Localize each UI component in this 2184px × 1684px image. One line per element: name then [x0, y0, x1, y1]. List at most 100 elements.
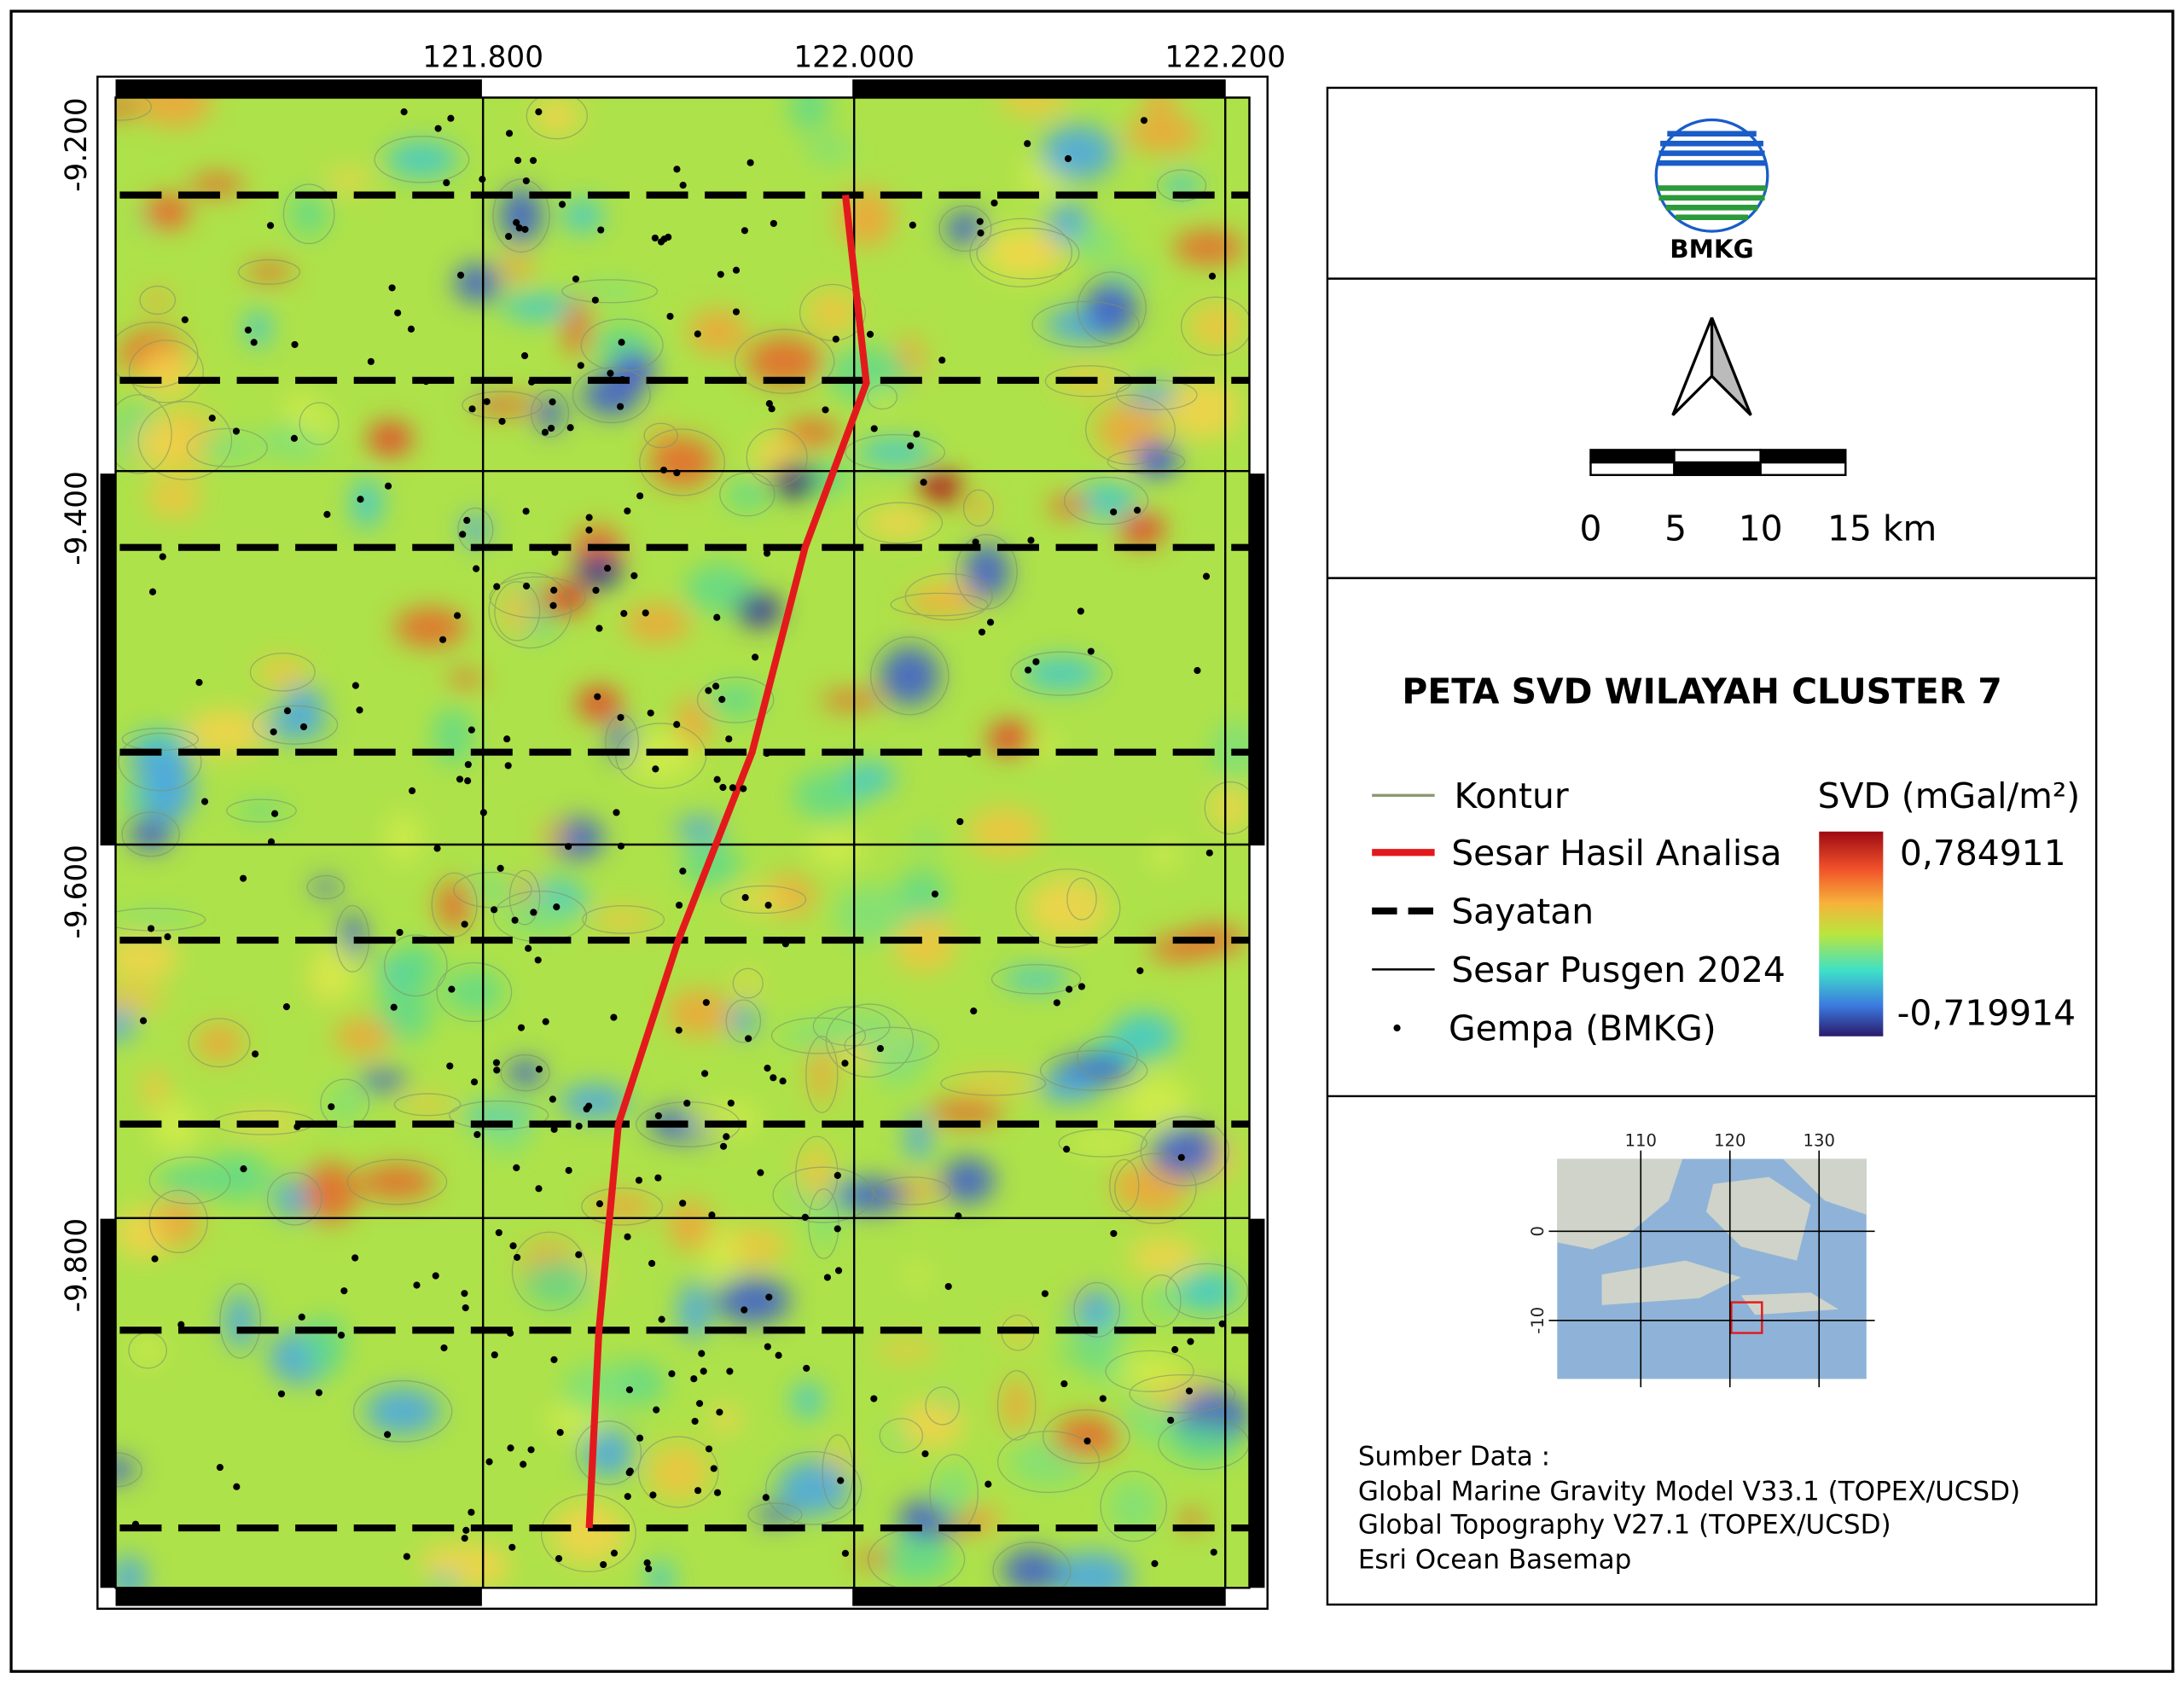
- earthquake: [985, 1480, 992, 1488]
- anomaly: [368, 421, 413, 456]
- earthquake: [513, 218, 520, 226]
- earthquake: [549, 601, 557, 609]
- earthquake: [710, 1465, 717, 1472]
- anomaly: [385, 142, 458, 177]
- contour: [352, 1379, 453, 1443]
- earthquake: [351, 1254, 359, 1262]
- earthquake: [1066, 985, 1073, 993]
- earthquake: [1110, 508, 1118, 516]
- earthquake: [479, 176, 486, 183]
- anomaly: [189, 173, 244, 196]
- earthquake: [690, 1375, 698, 1383]
- earthquake: [624, 1233, 631, 1240]
- anomaly: [1108, 1479, 1159, 1534]
- earthquake: [503, 735, 511, 743]
- contour: [488, 572, 572, 649]
- contour: [1039, 1049, 1148, 1091]
- contour: [962, 489, 995, 527]
- contour: [940, 1071, 1047, 1096]
- earthquake: [282, 1003, 290, 1011]
- earthquake: [597, 226, 605, 234]
- earthquake: [195, 678, 203, 687]
- anomaly: [245, 309, 271, 348]
- contour: [148, 1189, 208, 1253]
- earthquake: [666, 312, 674, 320]
- anomaly: [144, 762, 195, 822]
- earthquake: [741, 227, 749, 235]
- earthquake: [617, 842, 624, 850]
- contour: [526, 97, 588, 140]
- earthquake: [550, 1356, 558, 1363]
- contour: [969, 218, 1073, 287]
- anomaly: [392, 942, 440, 990]
- colorbar-max: 0,784911: [1900, 833, 2066, 874]
- earthquake: [702, 999, 710, 1007]
- anomaly: [1151, 1124, 1219, 1178]
- source-line: Global Topography V27.1 (TOPEX/UCSD): [1358, 1510, 1891, 1541]
- earthquake: [1187, 1338, 1194, 1345]
- earthquake: [1032, 658, 1040, 665]
- contour: [615, 723, 707, 789]
- earthquake: [764, 549, 771, 557]
- earthquake: [729, 784, 737, 792]
- earthquake: [565, 1166, 572, 1175]
- profiles: [119, 191, 1250, 1532]
- anomaly: [462, 876, 523, 904]
- anomaly: [576, 554, 622, 589]
- earthquake: [723, 1133, 730, 1141]
- earthquake: [534, 956, 542, 964]
- anomaly: [115, 936, 178, 981]
- earthquake: [617, 403, 624, 410]
- earthquake: [468, 726, 475, 734]
- contour: [772, 1166, 874, 1223]
- contour: [639, 428, 726, 496]
- anomaly: [1150, 842, 1180, 869]
- earthquake: [491, 1351, 498, 1359]
- earthquake: [617, 713, 624, 722]
- contour: [1073, 1281, 1121, 1338]
- contour: [580, 318, 664, 372]
- contour: [976, 227, 1080, 280]
- earthquake: [803, 1364, 810, 1372]
- earthquake: [566, 424, 574, 432]
- contour: [746, 427, 808, 487]
- earthquake: [270, 728, 277, 735]
- anomaly: [647, 1560, 675, 1588]
- earthquake: [1077, 983, 1086, 990]
- anomaly: [325, 170, 372, 190]
- contour: [1085, 394, 1176, 465]
- earthquake: [432, 1272, 439, 1280]
- anomaly: [999, 97, 1067, 116]
- earthquake: [504, 762, 512, 769]
- earthquake: [679, 868, 687, 875]
- earthquake: [522, 177, 530, 185]
- earthquake: [832, 335, 839, 343]
- earthquake: [528, 378, 536, 386]
- anomaly: [533, 98, 581, 134]
- earthquake: [876, 1044, 885, 1053]
- earthquake: [147, 925, 155, 932]
- anomaly: [224, 1292, 256, 1350]
- earthquake: [834, 1267, 843, 1275]
- earthquake: [277, 1390, 286, 1398]
- contour: [186, 427, 268, 467]
- scale-label: 5: [1664, 508, 1687, 549]
- earthquake: [517, 1024, 526, 1031]
- earthquake: [705, 687, 712, 694]
- earthquake: [208, 415, 216, 422]
- anomaly: [506, 1059, 544, 1087]
- earthquake: [403, 1553, 410, 1560]
- contour: [845, 433, 946, 471]
- earthquake: [290, 434, 298, 442]
- anomaly: [1053, 1415, 1120, 1458]
- earthquake: [1208, 272, 1217, 280]
- anomaly: [988, 234, 1067, 274]
- anomaly: [576, 686, 622, 721]
- anomaly: [676, 816, 723, 840]
- contour: [188, 1018, 251, 1068]
- earthquake: [701, 1070, 709, 1077]
- map-border: [96, 75, 1269, 1610]
- earthquake: [521, 225, 529, 234]
- anomaly: [1039, 1071, 1100, 1103]
- earthquake: [913, 430, 921, 438]
